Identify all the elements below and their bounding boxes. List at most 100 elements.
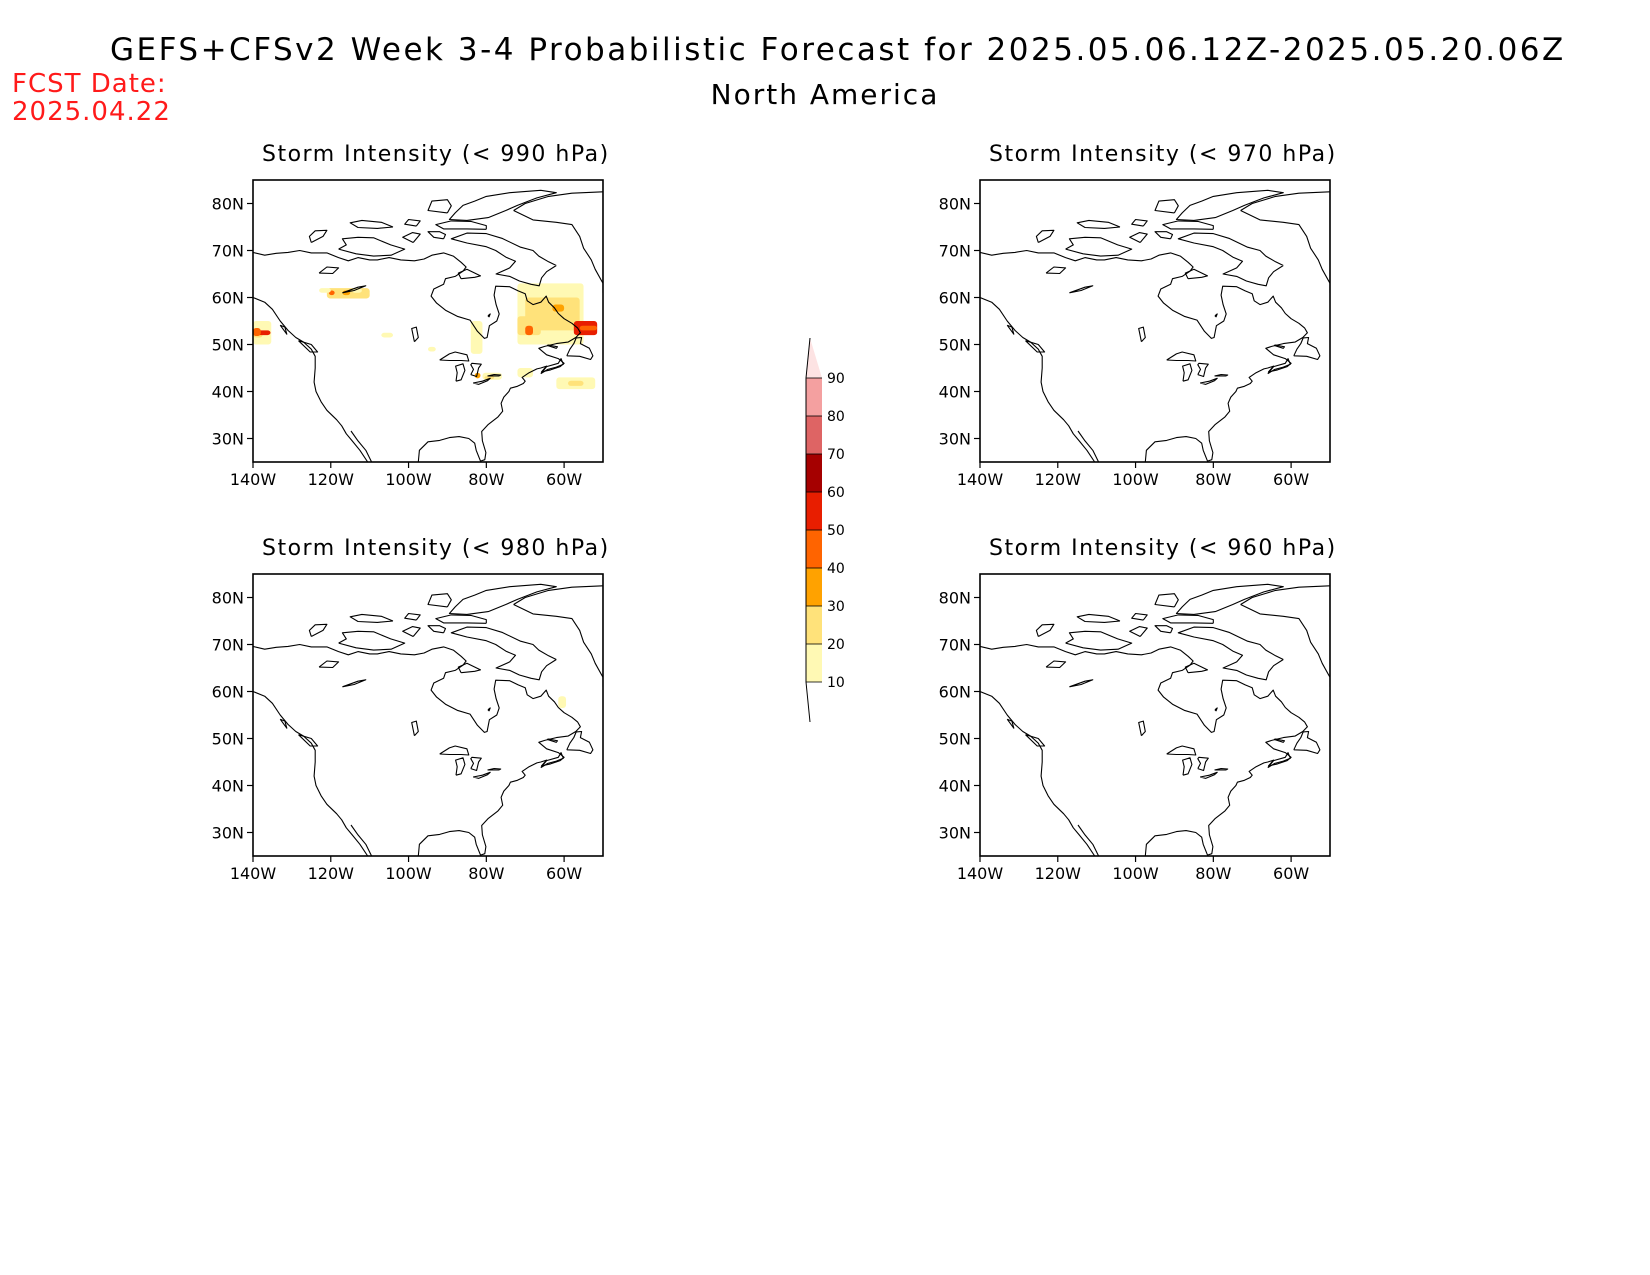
lon-tick-label: 100W: [1112, 470, 1159, 489]
probability-patch: [579, 325, 598, 331]
coastline: [513, 180, 603, 294]
coastline: [342, 679, 367, 688]
coastline: [338, 236, 406, 257]
map-plot-area: [253, 180, 603, 462]
coastline: [1138, 720, 1146, 737]
coastline: [350, 824, 373, 856]
coastline: [448, 583, 557, 615]
coastline: [472, 771, 491, 779]
colorbar-segment: [806, 530, 822, 568]
coastline: [350, 430, 373, 462]
coastline: [1154, 625, 1174, 634]
colorbar-label: 30: [827, 599, 845, 615]
coastline: [411, 720, 419, 737]
coastline: [1199, 771, 1218, 779]
lat-tick-label: 40N: [939, 777, 971, 796]
coastline: [253, 296, 369, 462]
coastline: [1184, 268, 1209, 280]
fcst-date-value: 2025.04.22: [12, 97, 171, 127]
coastline: [1077, 430, 1100, 462]
coastline: [546, 738, 559, 743]
probability-patch: [568, 380, 584, 386]
map-frame: [979, 179, 1331, 463]
coastline: [1182, 363, 1193, 382]
coastline: [472, 377, 491, 385]
coastline: [349, 219, 394, 229]
colorbar-label: 60: [827, 485, 845, 501]
coastline: [1035, 623, 1055, 637]
coastline: [308, 623, 328, 637]
lon-tick-label: 60W: [1273, 864, 1309, 883]
lon-tick-label: 100W: [1112, 864, 1159, 883]
coastline: [1175, 189, 1284, 221]
coastline: [546, 344, 559, 349]
lat-tick-label: 40N: [939, 383, 971, 402]
coastline: [1076, 219, 1121, 229]
lat-tick-label: 70N: [212, 636, 244, 655]
colorbar-label: 80: [827, 409, 845, 425]
coastline: [1166, 351, 1197, 362]
coastline: [1069, 679, 1094, 688]
lat-tick-label: 40N: [212, 777, 244, 796]
coastline: [1273, 344, 1286, 349]
coastline: [457, 268, 482, 280]
lon-tick-label: 80W: [468, 470, 504, 489]
coastline: [450, 232, 557, 287]
coastline: [513, 574, 603, 688]
coastline: [279, 324, 288, 335]
coastline: [1175, 583, 1284, 615]
lat-tick-label: 30N: [939, 430, 971, 449]
coastline: [435, 220, 487, 230]
coastline: [1240, 574, 1330, 688]
probability-patch: [525, 325, 533, 336]
coastline: [1006, 718, 1015, 729]
coastline: [342, 285, 367, 294]
lon-tick-label: 140W: [957, 864, 1004, 883]
lat-tick-label: 50N: [212, 730, 244, 749]
map-frame: [979, 573, 1331, 857]
coastline: [411, 326, 419, 343]
coastline: [980, 296, 1096, 462]
coastline: [487, 707, 491, 712]
lat-tick-label: 50N: [212, 336, 244, 355]
colorbar-label: 90: [827, 371, 845, 387]
coastline: [1077, 824, 1100, 856]
lat-tick-label: 80N: [939, 195, 971, 214]
coastline: [470, 756, 482, 772]
coastline: [540, 752, 564, 769]
coastline: [1214, 768, 1229, 771]
coastline: [1214, 374, 1229, 377]
coastline: [318, 266, 340, 275]
map-frame: [252, 179, 604, 463]
coastline: [1045, 660, 1067, 669]
coastline: [308, 229, 328, 243]
colorbar-segment: [806, 416, 822, 454]
coastline: [566, 336, 594, 361]
colorbar-label: 50: [827, 523, 845, 539]
lat-tick-label: 50N: [939, 336, 971, 355]
coastline: [1214, 707, 1218, 712]
probability-patch: [381, 332, 393, 338]
probability-patch: [558, 696, 567, 708]
fcst-date-label: FCST Date:: [12, 69, 167, 99]
map-panel-970: 80N 70N 60N 50N 40N 30N 140W 120W 100W 80W 60W: [939, 179, 1331, 489]
coastline: [1267, 358, 1291, 375]
coastline: [253, 249, 581, 462]
lat-tick-label: 80N: [939, 589, 971, 608]
probability-patch: [253, 328, 261, 337]
probability-patch: [517, 368, 533, 378]
lon-tick-label: 120W: [308, 470, 355, 489]
map-panel-980: 80N 70N 60N 50N 40N 30N 140W 120W 100W 80W 60W: [212, 573, 604, 883]
coastline: [1184, 662, 1209, 674]
coastline: [1177, 232, 1284, 287]
lon-tick-label: 100W: [385, 864, 432, 883]
coastline: [1065, 630, 1133, 651]
lon-tick-label: 80W: [1195, 470, 1231, 489]
coastline: [487, 374, 502, 377]
lon-tick-label: 60W: [546, 864, 582, 883]
coastline: [1240, 585, 1330, 605]
coastline: [470, 362, 482, 378]
coastline: [402, 232, 421, 243]
coastline: [318, 660, 340, 669]
coastline: [1076, 613, 1121, 623]
